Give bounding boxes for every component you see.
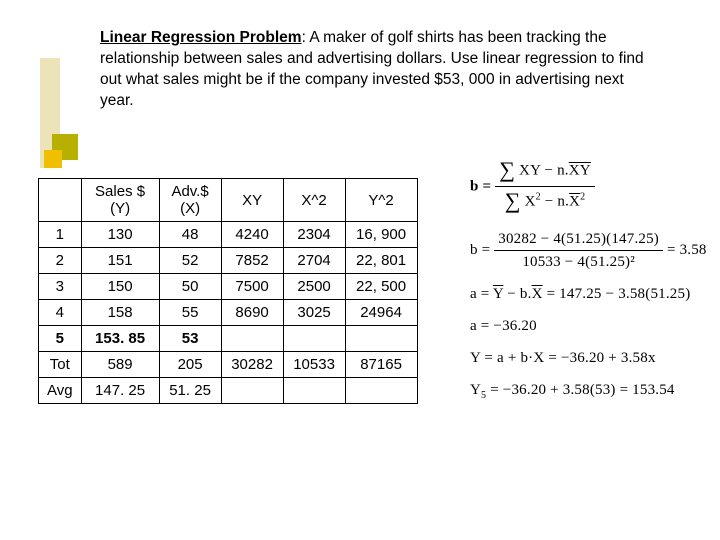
table-cell: 205 — [159, 352, 221, 378]
table-cell: 1 — [39, 222, 82, 248]
table-cell: 24964 — [345, 300, 417, 326]
table-cell: 2304 — [283, 222, 345, 248]
table-cell: 4 — [39, 300, 82, 326]
table-cell: 147. 25 — [81, 378, 159, 404]
formula-b-definition: b = ∑ XY − n.XY ∑ X2 − n.X2 — [470, 158, 710, 216]
table-cell: 153. 85 — [81, 326, 159, 352]
table-cell: 130 — [81, 222, 159, 248]
formula-panel: b = ∑ XY − n.XY ∑ X2 − n.X2 b = 30282 − … — [470, 158, 710, 416]
table-cell: Avg — [39, 378, 82, 404]
formula-a-result: a = −36.20 — [470, 317, 710, 335]
table-cell — [221, 326, 283, 352]
problem-title: Linear Regression Problem — [100, 29, 302, 46]
table-cell: 150 — [81, 274, 159, 300]
table-cell: 87165 — [345, 352, 417, 378]
table-cell: 3 — [39, 274, 82, 300]
table-row: 1130484240230416, 900 — [39, 222, 418, 248]
table-row: Avg147. 2551. 25 — [39, 378, 418, 404]
table-cell: 3025 — [283, 300, 345, 326]
table-cell: 158 — [81, 300, 159, 326]
table-cell: 51. 25 — [159, 378, 221, 404]
table-cell: 10533 — [283, 352, 345, 378]
table-cell — [345, 326, 417, 352]
table-cell: 7500 — [221, 274, 283, 300]
table-cell: 589 — [81, 352, 159, 378]
table-cell — [283, 326, 345, 352]
table-body: 1130484240230416, 9002151527852270422, 8… — [39, 222, 418, 404]
table-cell: 22, 500 — [345, 274, 417, 300]
table-cell — [283, 378, 345, 404]
col-adv: Adv.$(X) — [159, 179, 221, 222]
table-cell: 7852 — [221, 248, 283, 274]
table-cell: 8690 — [221, 300, 283, 326]
table-row: 4158558690302524964 — [39, 300, 418, 326]
col-sales: Sales $(Y) — [81, 179, 159, 222]
table-cell: 2704 — [283, 248, 345, 274]
table-cell: 53 — [159, 326, 221, 352]
table-cell: 52 — [159, 248, 221, 274]
table-cell: Tot — [39, 352, 82, 378]
table-row: 2151527852270422, 801 — [39, 248, 418, 274]
table-header-row: Sales $(Y) Adv.$(X) XY X^2 Y^2 — [39, 179, 418, 222]
formula-y-line: Y = a + b·X = −36.20 + 3.58x — [470, 349, 710, 367]
regression-data-table: Sales $(Y) Adv.$(X) XY X^2 Y^2 113048424… — [38, 178, 418, 404]
table-cell: 4240 — [221, 222, 283, 248]
formula-b-calc: b = 30282 − 4(51.25)(147.25) 10533 − 4(5… — [470, 230, 710, 271]
table-cell: 16, 900 — [345, 222, 417, 248]
table-row: Tot589205302821053387165 — [39, 352, 418, 378]
table-cell: 50 — [159, 274, 221, 300]
table-cell: 2500 — [283, 274, 345, 300]
table-cell: 55 — [159, 300, 221, 326]
table-cell: 48 — [159, 222, 221, 248]
col-x2: X^2 — [283, 179, 345, 222]
deco-square-gold — [44, 150, 62, 168]
formula-a-line: a = Y − b.X = 147.25 − 3.58(51.25) — [470, 285, 710, 303]
problem-statement: Linear Regression Problem: A maker of go… — [100, 28, 660, 112]
table-row: 5153. 8553 — [39, 326, 418, 352]
table-cell — [221, 378, 283, 404]
table-cell: 151 — [81, 248, 159, 274]
table-cell: 2 — [39, 248, 82, 274]
formula-y5: Y5 = −36.20 + 3.58(53) = 153.54 — [470, 381, 710, 402]
table-cell — [345, 378, 417, 404]
slide-decoration — [40, 58, 80, 168]
col-xy: XY — [221, 179, 283, 222]
col-blank — [39, 179, 82, 222]
table-cell: 5 — [39, 326, 82, 352]
table-cell: 30282 — [221, 352, 283, 378]
table-row: 3150507500250022, 500 — [39, 274, 418, 300]
table-cell: 22, 801 — [345, 248, 417, 274]
col-y2: Y^2 — [345, 179, 417, 222]
